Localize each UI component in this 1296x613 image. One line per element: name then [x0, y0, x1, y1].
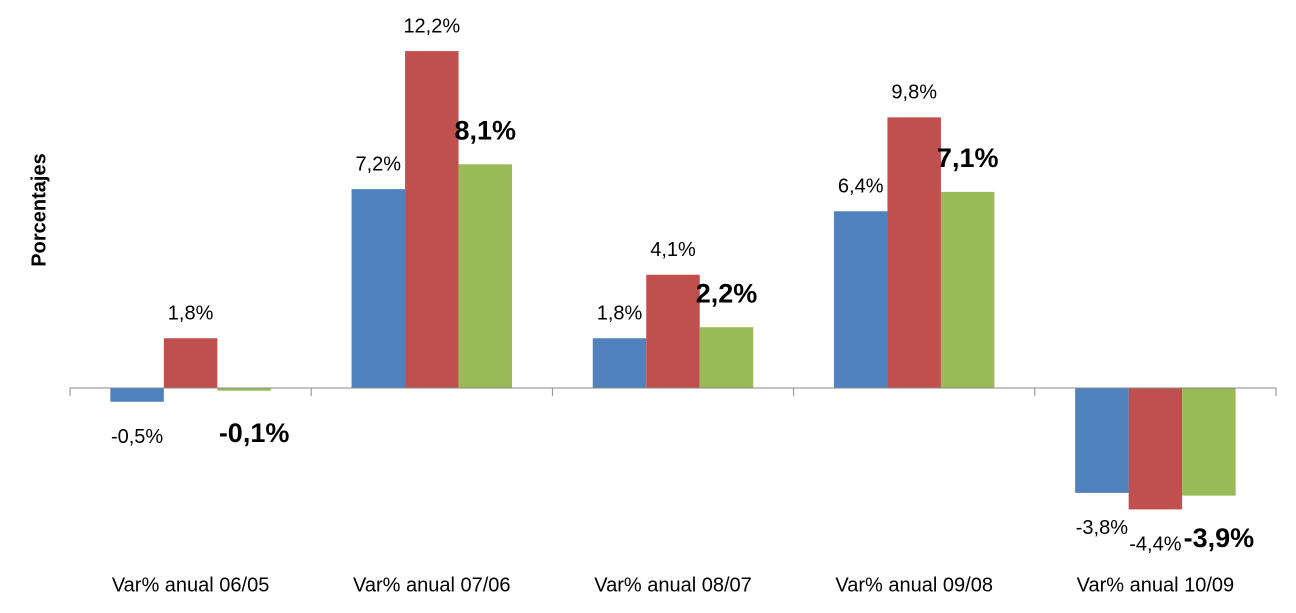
- x-tick-label: Var% anual 10/09: [1077, 574, 1235, 596]
- bar: [887, 117, 941, 388]
- bar: [110, 387, 164, 402]
- bar: [217, 387, 271, 391]
- data-label: 9,8%: [891, 82, 937, 104]
- bar: [1182, 387, 1236, 496]
- x-tick-label: Var% anual 09/08: [835, 574, 993, 596]
- bar: [833, 211, 888, 388]
- bar: [458, 164, 513, 388]
- data-label: 7,2%: [356, 153, 402, 175]
- data-label: -3,9%: [1184, 523, 1255, 553]
- data-label: -4,4%: [1129, 534, 1181, 556]
- data-label: -3,8%: [1076, 517, 1128, 539]
- data-label: 12,2%: [403, 15, 460, 37]
- bar: [1128, 387, 1183, 510]
- bar: [163, 338, 218, 388]
- x-tick-label: Var% anual 08/07: [594, 574, 752, 596]
- bar: [699, 327, 754, 388]
- data-label: -0,5%: [111, 426, 163, 448]
- bar: [940, 191, 995, 388]
- data-label: -0,1%: [219, 418, 290, 448]
- data-label: 2,2%: [696, 278, 758, 308]
- data-label: 8,1%: [455, 115, 517, 145]
- bar: [405, 51, 459, 388]
- x-tick-label: Var% anual 06/05: [112, 574, 270, 596]
- data-label: 4,1%: [650, 239, 696, 261]
- y-axis-label: Porcentajes: [28, 153, 50, 266]
- bar: [646, 274, 700, 388]
- data-label: 6,4%: [838, 176, 884, 198]
- bar: [1075, 387, 1129, 493]
- x-tick-label: Var% anual 07/06: [353, 574, 511, 596]
- bar: [592, 338, 647, 388]
- data-label: 1,8%: [168, 303, 214, 325]
- data-label: 1,8%: [597, 303, 643, 325]
- data-label: 7,1%: [937, 143, 999, 173]
- bar: [351, 189, 406, 388]
